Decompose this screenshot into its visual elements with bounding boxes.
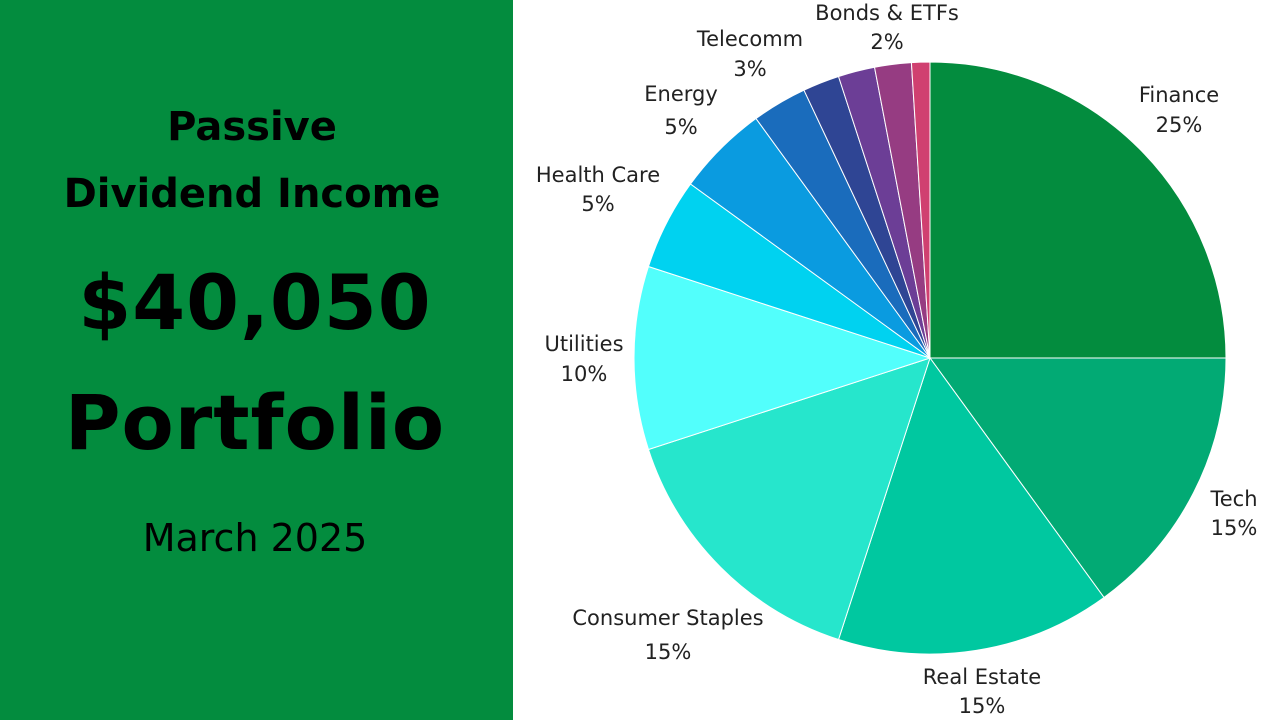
headline-line-2: Dividend Income (63, 171, 441, 217)
pie-labels: Finance 25% Tech 15% Real Estate 15% Consumer … (536, 1, 1258, 718)
title-panel: Passive Dividend Income $40,050 Portfoli… (0, 0, 513, 720)
pie-label-utilities: Utilities (544, 332, 623, 356)
pie-label-finance: Finance (1139, 83, 1219, 107)
pie-percent-bonds-etfs: 2% (870, 30, 903, 54)
sector-pie-chart: Finance 25% Tech 15% Real Estate 15% Consumer … (536, 1, 1258, 718)
pie-percent-real-estate: 15% (959, 694, 1006, 718)
pie-label-health-care: Health Care (536, 163, 660, 187)
pie-label-tech: Tech (1209, 487, 1257, 511)
pie-slice-finance (929, 61, 1227, 359)
pie-percent-health-care: 5% (581, 192, 614, 216)
pie-label-bonds-etfs: Bonds & ETFs (815, 1, 959, 25)
pie-slice-consumer-staples (647, 357, 931, 641)
portfolio-word: Portfolio (64, 378, 446, 467)
pie-percent-consumer-staples: 15% (645, 640, 692, 664)
pie-label-energy: Energy (644, 82, 718, 106)
pie-slice-unlabeled-11 (910, 61, 931, 359)
pie-percent-utilities: 10% (561, 362, 608, 386)
pie-slice-tech (929, 357, 1227, 599)
pie-label-real-estate: Real Estate (923, 665, 1041, 689)
pie-label-telecomm: Telecomm (696, 27, 803, 51)
headline-line-1: Passive (167, 104, 337, 150)
pie-slice-real-estate (837, 356, 1105, 655)
pie-percent-telecomm: 3% (733, 57, 766, 81)
pie-percent-finance: 25% (1156, 113, 1203, 137)
pie-slice-utilities (633, 265, 932, 451)
portfolio-amount: $40,050 (78, 258, 432, 347)
pie-label-consumer-staples: Consumer Staples (572, 606, 763, 630)
pie-percent-energy: 5% (664, 115, 697, 139)
report-date: March 2025 (142, 516, 368, 560)
pie-percent-tech: 15% (1211, 516, 1258, 540)
pie-slices (633, 61, 1227, 655)
